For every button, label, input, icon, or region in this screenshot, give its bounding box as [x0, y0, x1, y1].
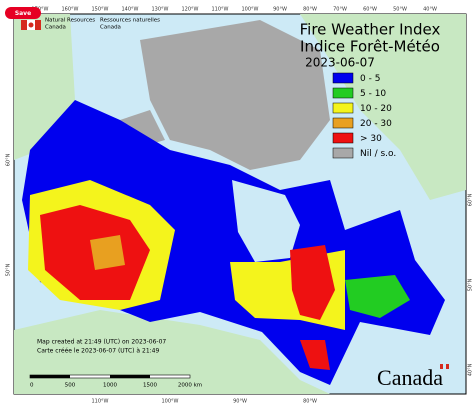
graticule-label: 110°W: [92, 399, 109, 405]
quebec-red: [290, 245, 335, 320]
legend-label: 5 - 10: [360, 89, 386, 99]
east-green: [345, 275, 410, 318]
graticule-label: 110°W: [212, 7, 229, 13]
graticule-label: 120°W: [182, 7, 199, 13]
scale-label: 500: [65, 383, 76, 389]
graticule-label: 100°W: [242, 7, 259, 13]
agency-fr: Canada: [100, 25, 121, 31]
graticule-label: 80°W: [303, 7, 317, 13]
agency-en: Canada: [45, 25, 66, 31]
graticule-label: 70°W: [333, 7, 347, 13]
graticule-label: 60°N: [6, 153, 12, 166]
credit-fr: Carte créée le 2023-06-07 (UTC) à 21:49: [37, 348, 159, 355]
graticule-label: 140°W: [122, 7, 139, 13]
legend-swatch: [332, 132, 354, 144]
graticule-label: 50°N: [6, 263, 12, 276]
agency-fr: Ressources naturelles: [100, 18, 160, 24]
scale-bar: [29, 374, 191, 379]
west-orange: [90, 235, 125, 270]
legend-swatch: [332, 72, 354, 84]
title: Fire Weather Index: [300, 21, 441, 39]
save-button[interactable]: [5, 7, 41, 19]
graticule-label: 100°W: [162, 399, 179, 405]
scale-label: 1000: [103, 383, 117, 389]
wordmark: Canada: [377, 365, 443, 390]
graticule-label: 40°W: [423, 7, 437, 13]
graticule-label: 50°N: [468, 278, 474, 291]
legend-swatch: [332, 87, 354, 99]
date: 2023-06-07: [305, 56, 375, 70]
graticule-label: 160°W: [62, 7, 79, 13]
legend-label: Nil / s.o.: [360, 149, 396, 159]
graticule-label: 60°N: [468, 193, 474, 206]
graticule-label: 150°W: [92, 7, 109, 13]
scale-labels: 0 500 1000 1500 2000 km: [30, 383, 202, 389]
hudson-bay: [232, 180, 300, 262]
arctic-islands: [140, 20, 330, 170]
credit-en: Map created at 21:49 (UTC) on 2023-06-07: [37, 339, 166, 346]
graticule-label: 50°W: [393, 7, 407, 13]
scale-label: 0: [30, 383, 34, 389]
alaska: [14, 14, 75, 160]
flag: [21, 20, 41, 30]
graticule-label: 130°W: [152, 7, 169, 13]
title: Indice Forêt-Météo: [300, 38, 440, 56]
legend-label: 0 - 5: [360, 74, 380, 84]
usa: [14, 310, 330, 394]
graticule: 170°W 160°W 150°W 140°W 130°W 120°W 110°W 100°W…: [6, 7, 474, 405]
legend-swatch: [332, 147, 354, 159]
agency-en: Natural Resources: [45, 18, 95, 24]
wordmark-flag: [440, 364, 449, 369]
graticule-label: 60°W: [363, 7, 377, 13]
save-label[interactable]: Save: [15, 10, 31, 17]
scale-label: 1500: [143, 383, 157, 389]
legend-label: > 30: [360, 134, 382, 144]
legend-swatch: [332, 102, 354, 114]
greenland: [300, 14, 466, 200]
graticule-label: 90°W: [273, 7, 287, 13]
ontario-red: [300, 340, 330, 370]
graticule-label: 90°W: [233, 399, 247, 405]
graticule-label: 40°N: [468, 363, 474, 376]
graticule-label: 80°W: [303, 399, 317, 405]
legend-swatch: [332, 117, 354, 129]
graticule-label: 170°W: [32, 7, 49, 13]
legend-label: 20 - 30: [360, 119, 392, 129]
legend-label: 10 - 20: [360, 104, 392, 114]
scale-label: 2000 km: [178, 383, 202, 389]
legend: 0 - 5 5 - 10 10 - 20 20 - 30 > 30 Nil / s.o.: [332, 72, 396, 159]
